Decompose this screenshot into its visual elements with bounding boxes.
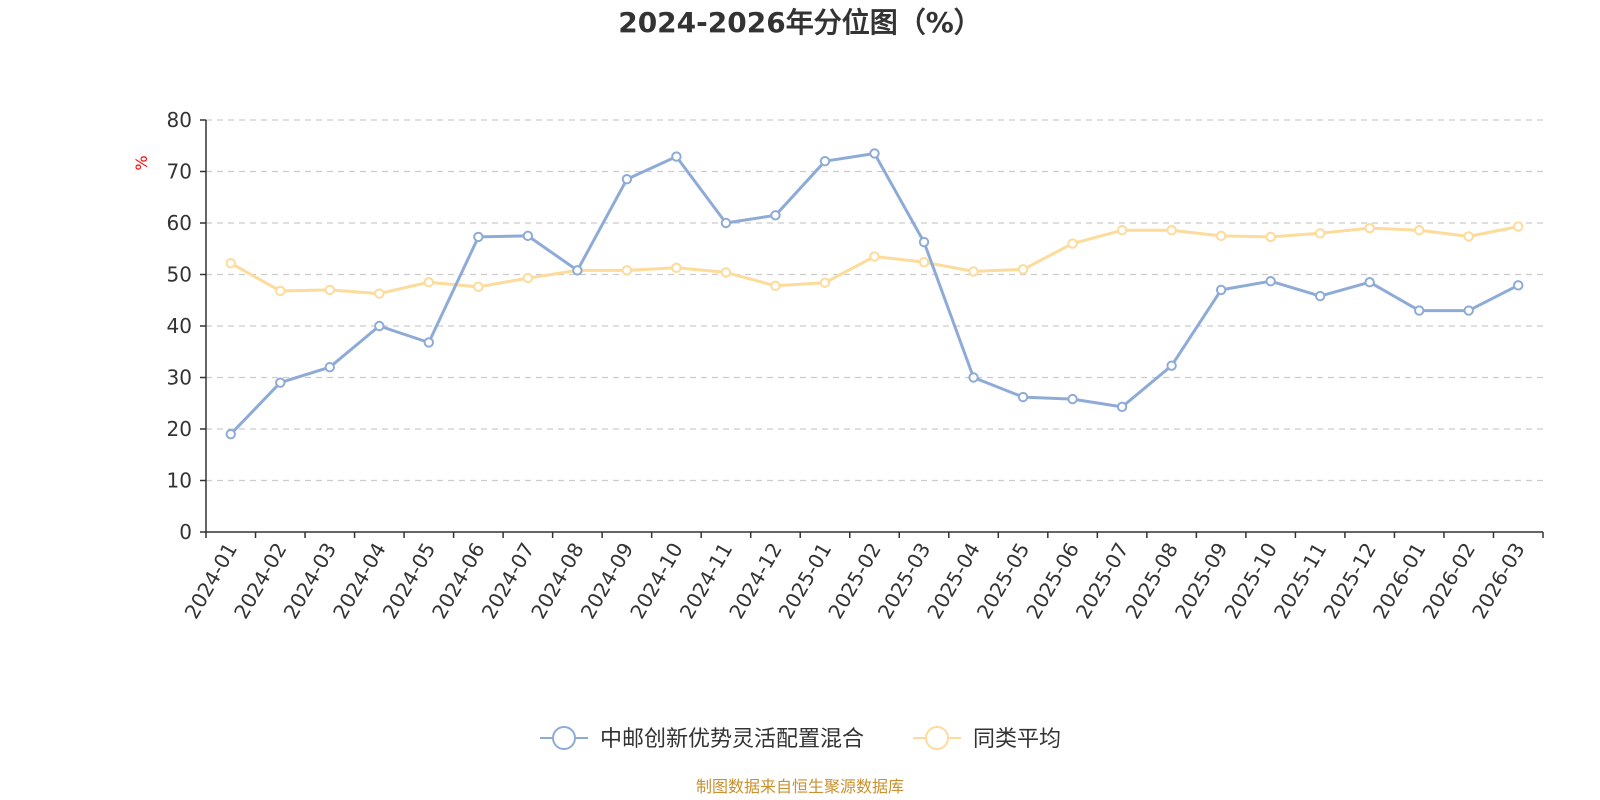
data-point — [1067, 393, 1078, 405]
data-point — [275, 377, 286, 388]
data-point — [968, 266, 979, 277]
y-tick-label: 40 — [167, 314, 192, 338]
data-point — [1265, 275, 1276, 287]
y-tick-label: 10 — [167, 469, 192, 493]
legend-item-0[interactable]: 中邮创新优势灵活配置混合 — [540, 726, 864, 752]
y-tick-label: 30 — [167, 366, 192, 390]
data-point — [1166, 360, 1177, 371]
data-point — [918, 236, 930, 248]
legend-label: 同类平均 — [973, 727, 1061, 752]
data-point — [671, 151, 682, 162]
y-axis-ticks: 0 10 20 30 40 50 60 70 80 — [167, 108, 206, 544]
data-point — [374, 320, 385, 332]
data-point — [1116, 401, 1128, 413]
legend[interactable]: 中邮创新优势灵活配置混合 同类平均 — [540, 726, 1061, 752]
data-point — [869, 251, 880, 262]
data-point — [1215, 284, 1227, 296]
data-point — [423, 277, 435, 288]
data-point — [522, 230, 534, 242]
y-axis-unit: % — [132, 155, 151, 170]
data-point — [819, 277, 831, 288]
data-point — [1513, 280, 1524, 291]
data-point — [374, 288, 385, 299]
data-point — [720, 217, 732, 229]
data-point — [275, 285, 286, 297]
chart-title: 2024-2026年分位图（%） — [618, 6, 982, 39]
data-source-note: 制图数据来自恒生聚源数据库 — [696, 777, 904, 796]
y-tick-label: 20 — [167, 417, 192, 441]
data-point — [522, 272, 534, 284]
data-point — [1414, 305, 1425, 316]
data-point — [1314, 290, 1326, 302]
data-point — [423, 337, 435, 348]
data-point — [1215, 230, 1227, 242]
legend-label: 中邮创新优势灵活配置混合 — [600, 727, 864, 752]
data-point — [225, 257, 236, 269]
data-point — [225, 428, 236, 440]
legend-marker-icon — [552, 726, 576, 750]
data-point — [869, 148, 880, 159]
data-point — [572, 265, 583, 276]
data-point — [1265, 231, 1276, 243]
data-point — [1166, 225, 1177, 236]
data-point — [621, 265, 633, 276]
data-point — [770, 280, 781, 292]
data-point — [621, 174, 633, 185]
data-point — [1017, 264, 1029, 275]
data-point — [770, 210, 781, 221]
data-point — [720, 267, 732, 278]
y-tick-label: 60 — [167, 211, 192, 235]
data-point — [1513, 221, 1524, 232]
y-tick-label: 80 — [167, 108, 192, 132]
data-point — [918, 256, 930, 268]
series-line-0 — [229, 152, 1519, 436]
gridlines — [206, 119, 1543, 482]
legend-item-1[interactable]: 同类平均 — [913, 726, 1061, 752]
data-point — [1017, 391, 1029, 403]
data-point — [1364, 222, 1375, 234]
y-tick-label: 50 — [167, 263, 192, 287]
data-point — [819, 156, 831, 167]
data-point — [671, 262, 682, 274]
data-point — [1364, 277, 1375, 288]
data-point — [473, 281, 484, 293]
data-point — [1314, 228, 1326, 239]
legend-marker-icon — [925, 726, 949, 750]
y-tick-label: 70 — [167, 160, 192, 184]
data-point — [324, 284, 335, 296]
data-point — [1414, 225, 1425, 236]
data-point — [1463, 231, 1474, 242]
series-layer — [225, 148, 1524, 440]
data-point — [968, 372, 979, 383]
data-point — [473, 231, 484, 243]
x-axis-ticks: 2024-012024-022024-032024-042024-052024-… — [180, 532, 1544, 623]
data-point — [1067, 238, 1078, 249]
y-tick-label: 0 — [179, 520, 192, 544]
data-point — [324, 362, 335, 373]
data-point — [1463, 305, 1474, 316]
data-point — [1116, 225, 1128, 236]
